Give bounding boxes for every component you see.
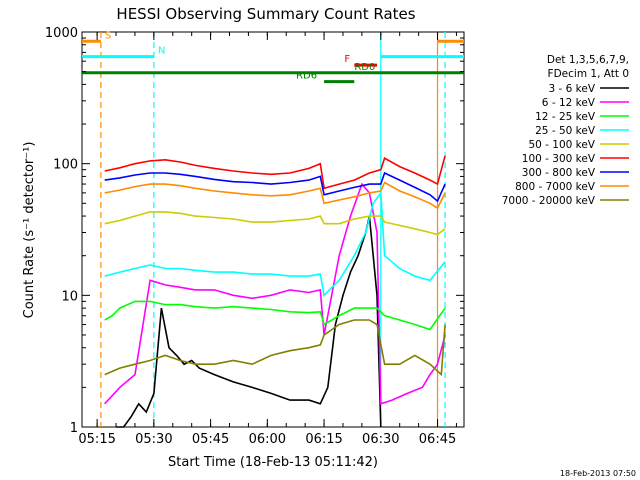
- x-tick-label: 06:00: [249, 432, 286, 447]
- x-tick-label: 05:15: [78, 432, 115, 447]
- x-tick-label: 05:30: [135, 432, 172, 447]
- state-bar-label: RD0: [354, 62, 375, 73]
- x-tick-label: 06:15: [305, 432, 342, 447]
- y-tick-label: 1: [70, 421, 78, 436]
- state-bar-label: RD6: [296, 71, 317, 82]
- timestamp: 18-Feb-2013 07:50: [560, 469, 636, 478]
- legend-entry-label: 300 - 800 keV: [522, 167, 596, 179]
- legend-entry-label: 12 - 25 keV: [535, 111, 596, 123]
- x-tick-label: 06:30: [362, 432, 399, 447]
- legend: Det 1,3,5,6,7,9, FDecim 1, Att 0 3 - 6 keV…: [502, 54, 629, 207]
- state-bar-label: N: [158, 46, 165, 57]
- legend-entry-label: 6 - 12 keV: [542, 97, 596, 109]
- x-tick-label: 06:45: [419, 432, 456, 447]
- axis-layer: 1 10 100 1000 05:15 05:30 05:45 06:00 06:15 06:30…: [45, 26, 464, 447]
- legend-header: FDecim 1, Att 0: [548, 68, 629, 80]
- series-line: [104, 155, 446, 190]
- series-line: [104, 319, 446, 377]
- legend-entry-label: 3 - 6 keV: [548, 83, 595, 95]
- series-line: [104, 182, 446, 405]
- legend-entry-label: 50 - 100 keV: [528, 139, 595, 151]
- state-bar-label: S: [105, 30, 111, 41]
- x-axis-label: Start Time (18-Feb-13 05:11:42): [168, 455, 378, 470]
- legend-entry-label: 100 - 300 keV: [522, 153, 596, 165]
- x-tick-label: 05:45: [192, 432, 229, 447]
- state-bar-label: F: [344, 54, 350, 65]
- legend-entry-label: 7000 - 20000 keV: [502, 195, 596, 207]
- series-line: [104, 181, 446, 210]
- series-line: [104, 211, 446, 236]
- legend-header: Det 1,3,5,6,7,9,: [547, 54, 629, 66]
- annotation-layer: S N F RD0 RD6: [82, 30, 464, 427]
- chart-title: HESSI Observing Summary Count Rates: [116, 5, 415, 23]
- series-layer: [104, 155, 446, 428]
- series-line: [104, 300, 446, 331]
- y-axis-label: Count Rate (s⁻¹ detector⁻¹): [22, 142, 37, 319]
- plot-frame: [81, 31, 465, 428]
- y-tick-label: 100: [53, 158, 78, 173]
- legend-entry-label: 800 - 7000 keV: [515, 181, 596, 193]
- y-tick-label: 1000: [45, 26, 78, 41]
- series-line: [116, 215, 382, 428]
- series-line: [104, 190, 446, 297]
- y-tick-label: 10: [61, 289, 78, 304]
- series-line: [104, 171, 446, 203]
- legend-entry-label: 25 - 50 keV: [535, 125, 596, 137]
